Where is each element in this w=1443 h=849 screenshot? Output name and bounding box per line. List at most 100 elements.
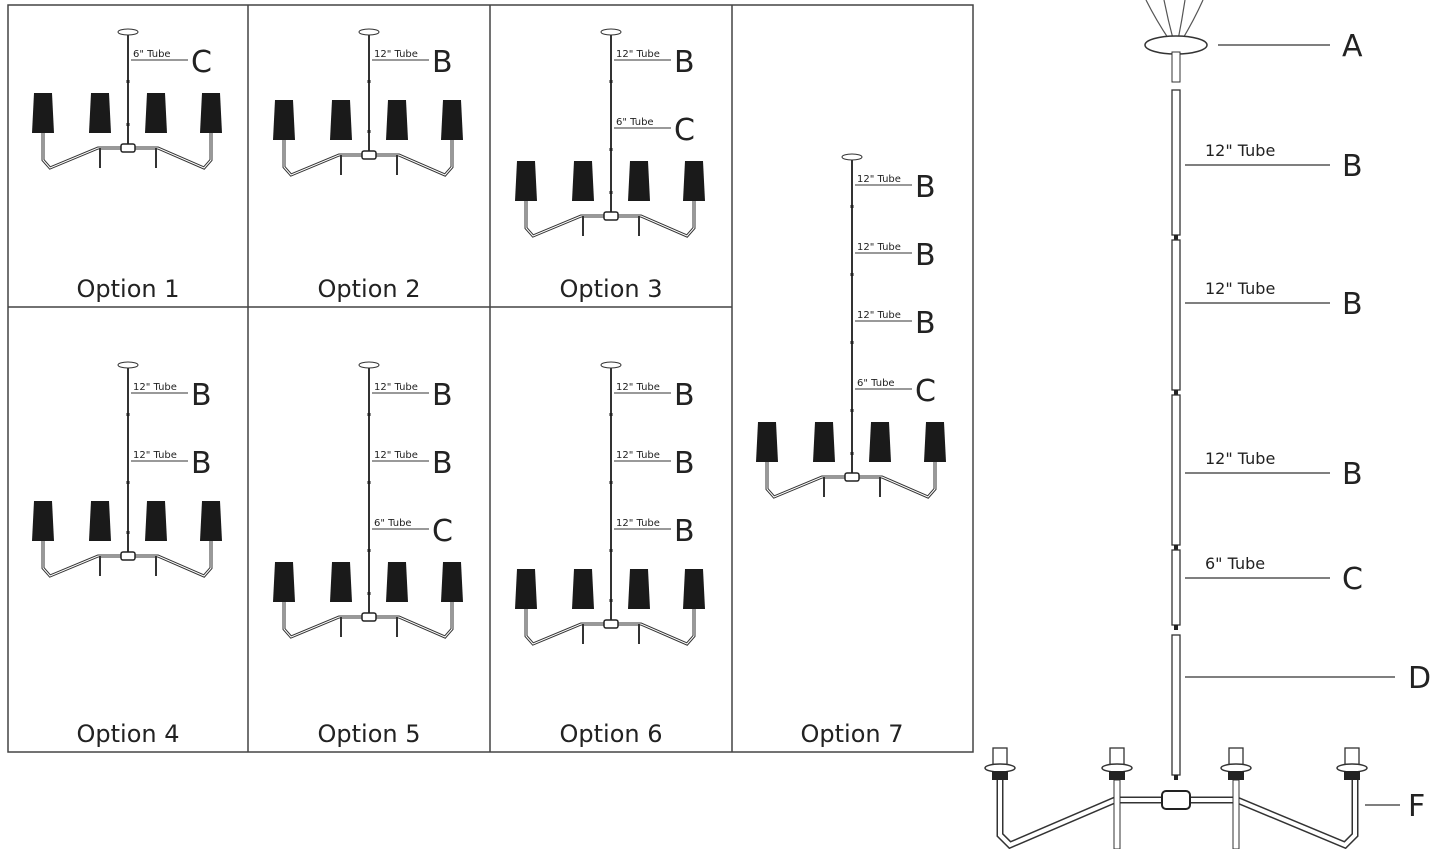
tube-joint bbox=[367, 481, 371, 484]
shade bbox=[330, 100, 352, 140]
tube-joint bbox=[367, 413, 371, 416]
shade bbox=[386, 562, 408, 602]
shade bbox=[683, 161, 705, 201]
shade bbox=[515, 161, 537, 201]
tube-joint bbox=[850, 409, 854, 412]
option-1: Option 1 6" Tube C bbox=[32, 28, 222, 303]
part-letter: B bbox=[1342, 457, 1363, 492]
part-letter: B bbox=[915, 238, 936, 273]
shade bbox=[515, 569, 537, 609]
option-2: Option 2 12" Tube B bbox=[273, 28, 463, 303]
joint bbox=[1174, 390, 1178, 395]
tube-joint bbox=[126, 80, 130, 83]
option-7: Option 7 12" Tube B 12" Tube B 12" Tube B 6" Tu… bbox=[756, 153, 946, 748]
shade bbox=[273, 562, 295, 602]
tube-label: 6" Tube bbox=[1205, 554, 1265, 573]
tube-label: 12" Tube bbox=[374, 382, 418, 393]
big-arms bbox=[996, 780, 1359, 849]
tube bbox=[1171, 394, 1181, 546]
tube-joint bbox=[126, 123, 130, 126]
part-letter: F bbox=[1408, 789, 1425, 824]
tube-joint bbox=[850, 341, 854, 344]
part-letter: C bbox=[1342, 562, 1363, 597]
tube-joint bbox=[126, 413, 130, 416]
tube-joint bbox=[609, 148, 613, 151]
part-letter: B bbox=[191, 378, 212, 413]
part-letter: B bbox=[1342, 287, 1363, 322]
hub bbox=[603, 211, 619, 221]
option-6: Option 6 12" Tube B 12" Tube B 12" Tube B bbox=[515, 361, 705, 748]
tube-joint bbox=[367, 549, 371, 552]
option-label: Option 3 bbox=[560, 275, 663, 303]
socket-ring bbox=[1220, 763, 1252, 773]
canopy bbox=[358, 361, 380, 369]
option-5: Option 5 12" Tube B 12" Tube B 6" Tube C bbox=[273, 361, 463, 748]
canopy bbox=[600, 28, 622, 36]
option-label: Option 7 bbox=[801, 720, 904, 748]
shade bbox=[273, 100, 295, 140]
part-letter: B bbox=[1342, 149, 1363, 184]
tube-joint bbox=[367, 592, 371, 595]
shade bbox=[89, 93, 111, 133]
shade bbox=[756, 422, 778, 462]
tube-joint bbox=[609, 481, 613, 484]
shade bbox=[924, 422, 946, 462]
socket-ring bbox=[1101, 763, 1133, 773]
tube-label: 6" Tube bbox=[374, 518, 412, 529]
canopy bbox=[117, 28, 139, 36]
tube bbox=[1171, 634, 1181, 776]
option-4: Option 4 12" Tube B 12" Tube B bbox=[32, 361, 222, 748]
joint bbox=[1174, 235, 1178, 240]
wire bbox=[1181, 0, 1204, 41]
shade bbox=[386, 100, 408, 140]
tube-joint bbox=[609, 191, 613, 194]
hub bbox=[844, 472, 860, 482]
tube-label: 6" Tube bbox=[857, 378, 895, 389]
option-label: Option 4 bbox=[77, 720, 180, 748]
tube-joint bbox=[609, 413, 613, 416]
assembly: A 12" Tube B 12" Tube B 12" Tube B 6" Tube C D F bbox=[984, 0, 1431, 849]
tube bbox=[1171, 89, 1181, 236]
part-letter: B bbox=[915, 170, 936, 205]
tube-label: 12" Tube bbox=[133, 450, 177, 461]
shade bbox=[89, 501, 111, 541]
shade bbox=[683, 569, 705, 609]
shade bbox=[145, 93, 167, 133]
socket-cup bbox=[1109, 771, 1125, 780]
socket-ring bbox=[1336, 763, 1368, 773]
part-letter: B bbox=[674, 446, 695, 481]
shade bbox=[628, 161, 650, 201]
joint bbox=[1174, 625, 1178, 630]
canopy bbox=[1144, 35, 1208, 55]
shade bbox=[572, 569, 594, 609]
joint bbox=[1174, 545, 1178, 550]
shade bbox=[628, 569, 650, 609]
part-letter: B bbox=[432, 378, 453, 413]
part-letter: B bbox=[432, 446, 453, 481]
shade bbox=[869, 422, 891, 462]
option-label: Option 5 bbox=[318, 720, 421, 748]
option-label: Option 1 bbox=[77, 275, 180, 303]
canopy bbox=[600, 361, 622, 369]
shade bbox=[330, 562, 352, 602]
part-letter: A bbox=[1342, 29, 1363, 64]
tube-label: 12" Tube bbox=[1205, 279, 1275, 298]
part-letter: C bbox=[915, 374, 936, 409]
part-letter: B bbox=[432, 45, 453, 80]
tube-joint bbox=[850, 273, 854, 276]
tube-joint bbox=[126, 531, 130, 534]
part-letter: B bbox=[674, 514, 695, 549]
tube-label: 12" Tube bbox=[857, 310, 901, 321]
option-label: Option 2 bbox=[318, 275, 421, 303]
option-label: Option 6 bbox=[560, 720, 663, 748]
tube-label: 6" Tube bbox=[133, 49, 171, 60]
part-letter: B bbox=[191, 446, 212, 481]
option-3: Option 3 12" Tube B 6" Tube C bbox=[515, 28, 705, 303]
tube-label: 12" Tube bbox=[857, 242, 901, 253]
part-letter: D bbox=[1408, 661, 1431, 696]
part-letter: B bbox=[915, 306, 936, 341]
tube-joint bbox=[126, 481, 130, 484]
hub bbox=[120, 551, 136, 561]
shade bbox=[200, 93, 222, 133]
shade bbox=[813, 422, 835, 462]
